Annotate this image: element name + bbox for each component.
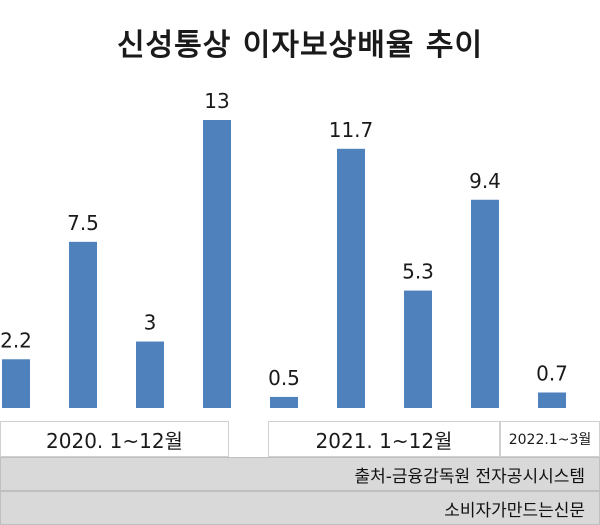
bar-value-label-0: 2.2	[0, 328, 32, 352]
bar-value-label-7: 9.4	[469, 169, 501, 193]
bar-0	[2, 359, 30, 408]
bar-6	[404, 290, 432, 408]
bar-4	[270, 396, 298, 408]
bar-value-label-8: 0.7	[536, 361, 568, 385]
bar-value-label-5: 11.7	[329, 118, 374, 142]
group-label-2022: 2022.1~3월	[500, 421, 600, 457]
bar-7	[471, 199, 499, 408]
bar-2	[136, 341, 164, 408]
bar-value-label-3: 13	[204, 89, 229, 113]
bar-value-label-4: 0.5	[268, 366, 300, 390]
bar-5	[337, 148, 365, 409]
source-credit: 출처-금융감독원 전자공시시스템	[0, 457, 600, 491]
bar-value-label-2: 3	[144, 311, 157, 335]
bar-1	[69, 241, 97, 408]
group-label-2020: 2020. 1~12월	[0, 421, 229, 457]
bar-value-label-1: 7.5	[67, 211, 99, 235]
bar-chart: 2.2 7.5 3 13 0.5 11.7 5.3 9.4 0.7	[0, 89, 568, 409]
bar-value-label-6: 5.3	[402, 260, 434, 284]
chart-title: 신성통상 이자보상배율 추이	[116, 28, 484, 63]
bar-3	[203, 120, 231, 408]
publisher-credit: 소비자가만드는신문	[0, 491, 600, 525]
bar-8	[538, 392, 566, 408]
group-label-2021: 2021. 1~12월	[268, 421, 500, 457]
